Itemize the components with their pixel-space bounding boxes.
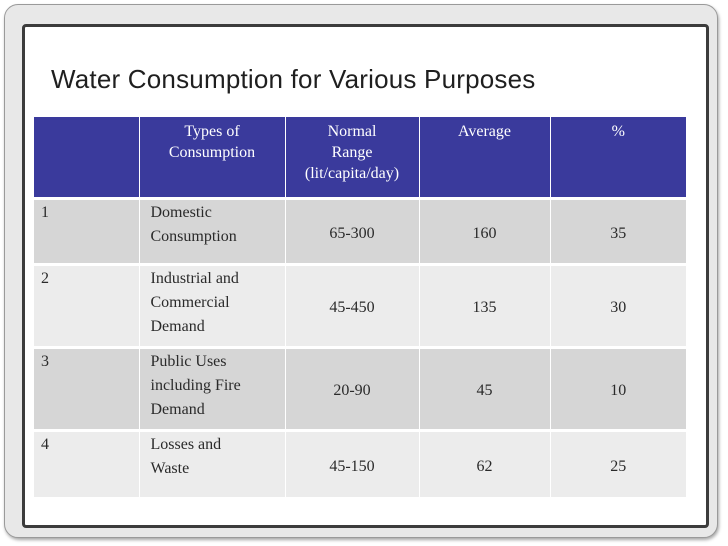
row-range: 65-300	[285, 197, 420, 265]
row-range: 45-150	[285, 429, 420, 497]
row-number: 2	[34, 263, 140, 348]
row-type-line: Domestic	[150, 204, 212, 221]
row-range: 20-90	[285, 346, 420, 431]
row-average-value: 45	[476, 382, 493, 399]
header-index	[34, 117, 140, 199]
row-average: 135	[419, 263, 551, 348]
water-consumption-table: Types of Consumption Normal Range (lit/c…	[34, 117, 686, 497]
table-row: 4 Losses and Waste 45-150 62 25	[34, 429, 686, 497]
row-number: 4	[34, 429, 140, 497]
header-range-line: Normal	[327, 123, 377, 140]
row-range: 45-450	[285, 263, 420, 348]
header-range-line: (lit/capita/day)	[304, 165, 400, 182]
row-type-line: including Fire	[150, 377, 241, 394]
row-type-line: Losses and	[150, 436, 222, 453]
row-range-value: 65-300	[329, 224, 375, 242]
header-types-line: Types of	[184, 123, 240, 140]
row-percent-value: 25	[610, 457, 627, 475]
row-average-value: 135	[472, 299, 497, 316]
row-average-value: 62	[476, 457, 493, 475]
row-type: Losses and Waste	[139, 429, 286, 497]
row-average: 160	[419, 197, 551, 265]
header-types-line: Consumption	[168, 144, 256, 161]
row-percent: 30	[550, 263, 686, 348]
row-number: 1	[34, 197, 140, 265]
header-range: Normal Range (lit/capita/day)	[285, 117, 420, 199]
row-average-value: 160	[472, 224, 497, 242]
row-range-value: 20-90	[333, 382, 371, 399]
row-type: Public Uses including Fire Demand	[139, 346, 286, 431]
row-type-line: Consumption	[150, 228, 237, 245]
row-percent: 10	[550, 346, 686, 431]
row-type-line: Public Uses	[150, 353, 227, 370]
header-percent: %	[550, 117, 686, 199]
row-type-line: Waste	[150, 460, 190, 477]
row-percent-value: 10	[610, 382, 627, 399]
row-type-line: Demand	[150, 401, 205, 418]
row-percent: 25	[550, 429, 686, 497]
row-average: 62	[419, 429, 551, 497]
table-row: 2 Industrial and Commercial Demand 45-45…	[34, 263, 686, 348]
row-percent-value: 35	[610, 224, 627, 242]
header-range-line: Range	[331, 144, 373, 161]
row-type: Domestic Consumption	[139, 197, 286, 265]
row-type-line: Commercial	[150, 294, 230, 311]
header-types: Types of Consumption	[139, 117, 286, 199]
header-average: Average	[419, 117, 551, 199]
row-number: 3	[34, 346, 140, 431]
row-range-value: 45-450	[329, 299, 375, 316]
slide-title: Water Consumption for Various Purposes	[51, 64, 536, 94]
row-type: Industrial and Commercial Demand	[139, 263, 286, 348]
row-range-value: 45-150	[329, 457, 375, 475]
row-percent: 35	[550, 197, 686, 265]
table-header-row: Types of Consumption Normal Range (lit/c…	[34, 117, 686, 199]
row-type-line: Industrial and	[150, 270, 239, 287]
row-average: 45	[419, 346, 551, 431]
row-type-line: Demand	[150, 318, 205, 335]
row-percent-value: 30	[610, 299, 627, 316]
table-row: 3 Public Uses including Fire Demand 20-9…	[34, 346, 686, 431]
table-row: 1 Domestic Consumption 65-300 160 35	[34, 197, 686, 265]
